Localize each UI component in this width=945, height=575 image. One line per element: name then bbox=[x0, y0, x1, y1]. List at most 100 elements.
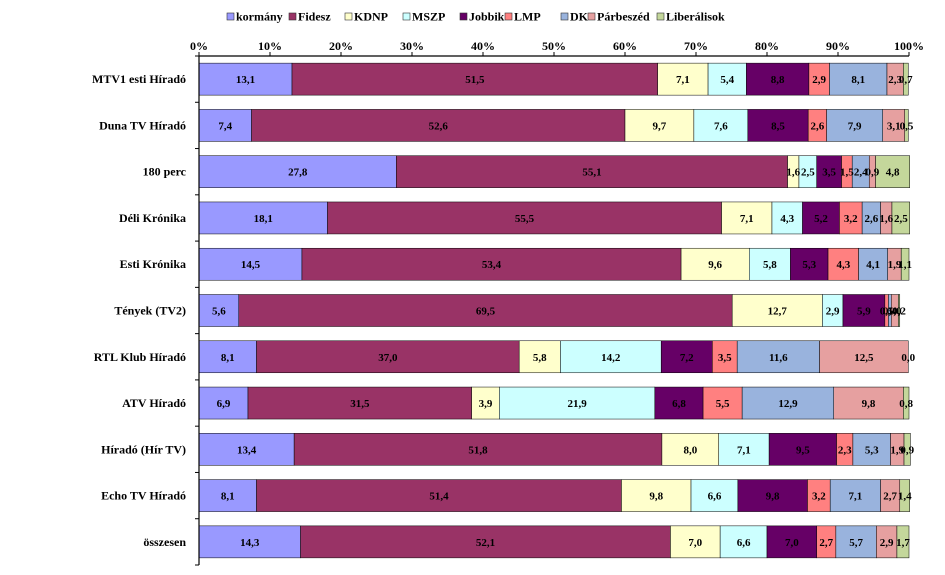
bar-segment-kormany bbox=[198, 294, 240, 327]
x-tick-label: 40% bbox=[471, 39, 495, 53]
legend-item-kormany: kormány bbox=[226, 10, 283, 24]
value-label: 5,5 bbox=[716, 398, 730, 410]
category-label-180-perc: 180 perc bbox=[143, 165, 187, 179]
bar-segment-parbeszed bbox=[819, 340, 909, 374]
category-label-osszesen: összesen bbox=[143, 535, 186, 549]
category-label-duna-tv-hirado: Duna TV Híradó bbox=[99, 118, 186, 132]
bar-segment-fidesz bbox=[256, 340, 520, 374]
bar-segment-fidesz bbox=[327, 201, 722, 235]
bar-segment-dk bbox=[736, 340, 820, 374]
bar-row-osszesen bbox=[198, 525, 910, 559]
gridlines bbox=[195, 52, 910, 566]
bar-segment-liberalisok bbox=[875, 155, 910, 188]
value-label: 7,1 bbox=[740, 213, 754, 225]
category-label-esti-kronika: Esti Krónika bbox=[120, 257, 186, 271]
value-label: 0,4 bbox=[883, 306, 897, 318]
bar-segment-jobbik bbox=[842, 294, 886, 327]
legend-label: Párbeszéd bbox=[597, 10, 650, 24]
legend-item-fidesz: Fidesz bbox=[288, 10, 331, 24]
value-label: 6,6 bbox=[737, 537, 751, 549]
x-tick-label: 90% bbox=[826, 39, 850, 53]
legend-label: LMP bbox=[514, 10, 541, 24]
bar-segment-liberalisok bbox=[896, 525, 910, 559]
legend-label: MSZP bbox=[412, 10, 445, 24]
value-label: 27,8 bbox=[288, 167, 308, 179]
value-label: 7,1 bbox=[676, 74, 690, 86]
value-label: 8,1 bbox=[221, 352, 235, 364]
bar-segment-mszp bbox=[560, 340, 662, 374]
value-label: 2,9 bbox=[826, 306, 840, 318]
value-label: 13,4 bbox=[237, 444, 257, 456]
bar-segment-fidesz bbox=[396, 155, 788, 188]
value-label: 5,3 bbox=[865, 444, 879, 456]
bar-segment-kdnp bbox=[731, 294, 823, 327]
bar-segment-liberalisok bbox=[904, 109, 909, 142]
bar-segment-mszp bbox=[719, 525, 768, 559]
bar-segment-fidesz bbox=[301, 247, 682, 281]
bar-segment-liberalisok bbox=[898, 294, 901, 327]
category-label-mtv1-esti-hirado: MTV1 esti Híradó bbox=[92, 72, 186, 86]
bar-segment-jobbik bbox=[802, 201, 840, 235]
value-label: 3,9 bbox=[479, 398, 493, 410]
bar-segment-jobbik bbox=[747, 109, 809, 142]
legend-swatch bbox=[288, 12, 297, 21]
legend-swatch bbox=[226, 12, 235, 21]
bar-segment-lmp bbox=[712, 340, 738, 374]
value-label: 1,6 bbox=[786, 167, 800, 179]
bar-segment-mszp bbox=[771, 201, 803, 235]
bar-row-180-perc bbox=[198, 155, 910, 188]
bar-row-esti-kronika bbox=[198, 247, 910, 281]
bar-segment-fidesz bbox=[291, 62, 658, 96]
value-label: 7,0 bbox=[785, 537, 799, 549]
value-labels: 13,1 51,5 7,1 5,4 8,8 2,9 8,1 2,30,77,4 52,6 9,7 7… bbox=[212, 74, 916, 549]
value-label: 69,5 bbox=[476, 306, 496, 318]
value-label: 31,5 bbox=[350, 398, 370, 410]
value-label: 1,7 bbox=[896, 537, 910, 549]
bar-segment-kdnp bbox=[670, 525, 721, 559]
legend-swatch bbox=[459, 12, 468, 21]
value-label: 0,5 bbox=[900, 120, 914, 132]
value-label: 55,5 bbox=[515, 213, 535, 225]
legend-label: Liberálisok bbox=[666, 10, 725, 24]
value-label: 0,2 bbox=[892, 306, 906, 318]
value-label: 7,6 bbox=[714, 120, 728, 132]
legend-item-dk: DK bbox=[560, 10, 589, 24]
value-label: 3,5 bbox=[822, 167, 836, 179]
bar-segment-fidesz bbox=[251, 109, 626, 142]
value-label: 5,4 bbox=[720, 74, 734, 86]
legend-item-parbeszed: Párbeszéd bbox=[587, 10, 650, 24]
value-label: 5,8 bbox=[533, 352, 547, 364]
x-tick-label: 30% bbox=[400, 39, 424, 53]
value-label: 2,7 bbox=[883, 491, 897, 503]
value-label: 53,4 bbox=[482, 259, 502, 271]
legend-label: Fidesz bbox=[298, 10, 331, 24]
value-label: 0,8 bbox=[899, 398, 913, 410]
bar-segment-kdnp bbox=[624, 109, 695, 142]
bar-row-deli-kronika bbox=[198, 201, 910, 235]
legend-label: Jobbik bbox=[469, 10, 505, 24]
bar-segment-jobbik bbox=[746, 62, 810, 96]
value-label: 0,0 bbox=[901, 352, 915, 364]
x-tick-label: 0% bbox=[190, 39, 208, 53]
value-label: 21,9 bbox=[567, 398, 587, 410]
bar-segment-jobbik bbox=[790, 247, 829, 281]
value-label: 8,5 bbox=[771, 120, 785, 132]
value-label: 14,3 bbox=[240, 537, 260, 549]
value-label: 37,0 bbox=[378, 352, 398, 364]
bar-segment-liberalisok bbox=[899, 479, 910, 512]
legend-item-mszp: MSZP bbox=[402, 10, 445, 24]
value-label: 0,9 bbox=[900, 444, 914, 456]
bar-segment-jobbik bbox=[737, 479, 808, 512]
value-label: 7,2 bbox=[680, 352, 694, 364]
value-label: 18,1 bbox=[254, 213, 273, 225]
legend-item-kdnp: KDNP bbox=[344, 10, 388, 24]
value-label: 14,2 bbox=[601, 352, 621, 364]
value-label: 6,6 bbox=[708, 491, 722, 503]
value-label: 8,1 bbox=[851, 74, 865, 86]
bars bbox=[198, 62, 911, 559]
legend-label: DK bbox=[570, 10, 589, 24]
value-label: 14,5 bbox=[241, 259, 261, 271]
bar-segment-liberalisok bbox=[903, 433, 911, 466]
x-tick-label: 80% bbox=[755, 39, 779, 53]
axes bbox=[198, 55, 909, 565]
